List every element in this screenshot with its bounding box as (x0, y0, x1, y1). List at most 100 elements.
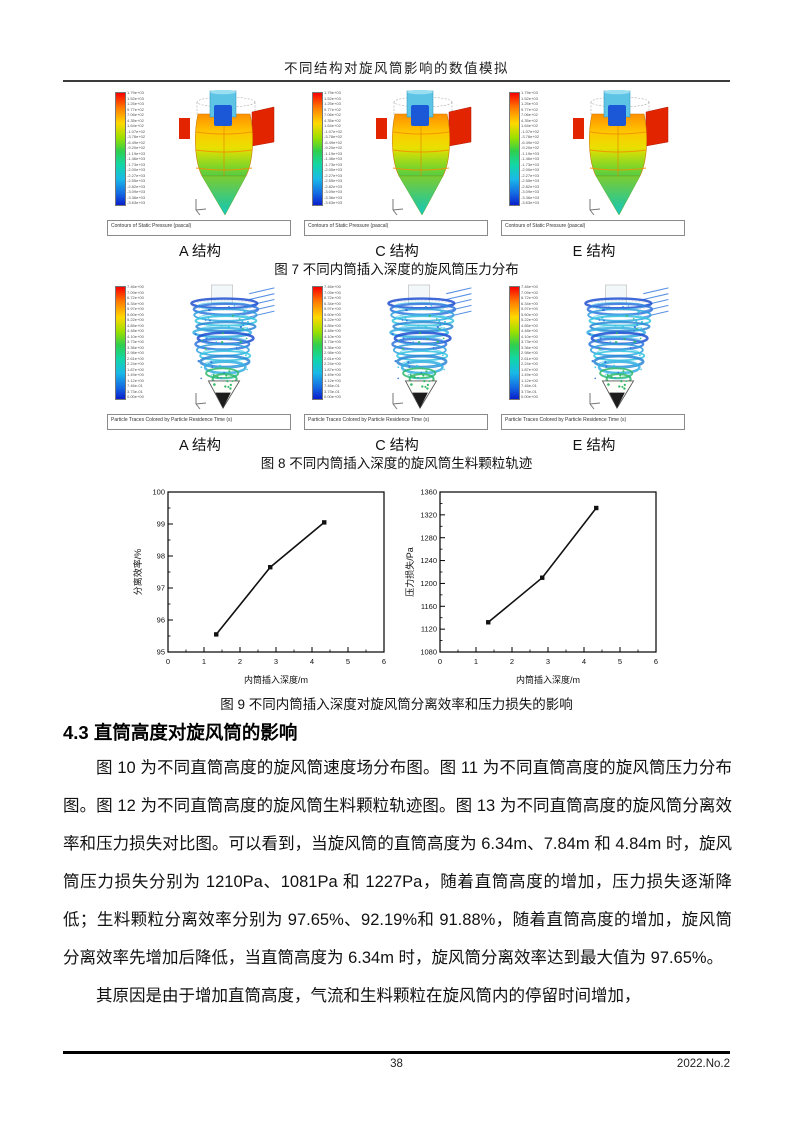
svg-text:4: 4 (310, 657, 314, 666)
colorbar-tick-label: 7.06e+02 (324, 112, 341, 117)
colorbar-tick-label: 2.24e+00 (127, 361, 144, 366)
colorbar-tick-label: -3.36e+03 (324, 194, 343, 200)
paragraph-1: 图 10 为不同直筒高度的旋风筒速度场分布图。图 11 为不同直筒高度的旋风筒压… (63, 759, 732, 967)
colorbar-tick-label: 7.46e-01 (521, 383, 537, 388)
colorbar-tick-label: 4.48e+00 (521, 328, 538, 333)
svg-text:5: 5 (618, 657, 622, 666)
colorbar-tick-label: 4.35e+02 (324, 117, 341, 123)
svg-text:5: 5 (346, 657, 350, 666)
svg-text:100: 100 (152, 488, 165, 497)
colorbar-tick-label: -3.63e+03 (324, 200, 343, 205)
section-heading-4-3: 4.3 直筒高度对旋风筒的影响 (63, 722, 298, 743)
colorbar-tick-label: -1.19e+03 (324, 150, 343, 156)
svg-text:98: 98 (157, 552, 165, 561)
colorbar-tick-label: -2.00e+03 (521, 167, 540, 172)
colorbar-tick-label: 1.79e+03 (324, 90, 341, 95)
cfd-caption-box: Particle Traces Colored by Particle Resi… (304, 414, 488, 430)
colorbar-tick-label: 4.10e+00 (521, 333, 538, 339)
structure-label: C 结构 (375, 244, 419, 260)
colorbar-tick-label: 4.85e+00 (521, 322, 538, 328)
colorbar-tick-label: 1.64e+02 (521, 123, 538, 128)
colorbar-tick-label: 0.00e+00 (521, 394, 538, 399)
structure-label: E 结构 (572, 244, 616, 260)
svg-text:3: 3 (274, 657, 278, 666)
colorbar-tick-label: -1.19e+03 (127, 150, 146, 156)
svg-text:97: 97 (157, 584, 165, 593)
colorbar-tick-label: 3.73e-01 (521, 388, 537, 394)
colorbar-tick-label: 2.98e+00 (521, 350, 538, 355)
colorbar-tick-label: -3.78e+02 (324, 134, 343, 139)
figure7-panel-row: 1.79e+03 1.52e+03 1.25e+03 9.77e+02 7.06e+02… (105, 90, 691, 238)
colorbar-tick-label: 3.73e-01 (324, 388, 340, 394)
colorbar-tick-label: 2.24e+00 (324, 361, 341, 366)
figure9-charts-row: 0 1 2 3 4 5 6 95 96 97 98 99 100 内筒插入深度/m 分离效率/% 0 1 2 3 4… (131, 483, 665, 689)
colorbar-tick-label: -2.00e+03 (127, 167, 146, 172)
colorbar-tick-label: 3.73e+00 (521, 339, 538, 344)
colorbar-tick-label: 9.77e+02 (521, 106, 538, 112)
colorbar-tick-label: 4.48e+00 (127, 328, 144, 333)
colorbar-tick-label: -1.46e+03 (324, 156, 343, 161)
colorbar-tick-label: 1.87e+00 (324, 366, 341, 372)
svg-text:95: 95 (157, 648, 165, 657)
colorbar-tick-label: 5.97e+00 (521, 306, 538, 311)
colorbar-gradient (115, 92, 126, 206)
colorbar-tick-label: 7.46e-01 (127, 383, 143, 388)
colorbar-tick-label: -9.20e+02 (521, 145, 540, 150)
pressure-loss-chart: 0 1 2 3 4 5 6 1080 1120 1160 1200 1240 1280 1320 1360 内… (403, 483, 665, 689)
colorbar-tick-label: -3.78e+02 (127, 134, 146, 139)
colorbar-tick-label: -3.36e+03 (127, 194, 146, 200)
colorbar-tick-label: -9.20e+02 (324, 145, 343, 150)
colorbar-tick-label: 4.85e+00 (324, 322, 341, 328)
colorbar-tick-label: -1.19e+03 (521, 150, 540, 156)
figure8-caption: 图 8 不同内筒插入深度的旋风筒生料颗粒轨迹 (260, 456, 533, 471)
colorbar-tick-label: 1.49e+00 (127, 372, 144, 377)
colorbar-tick-label: 6.72e+00 (324, 295, 341, 300)
colorbar-tick-label: 9.77e+02 (127, 106, 144, 112)
svg-text:1200: 1200 (420, 579, 437, 588)
colorbar-tick-label: 5.97e+00 (324, 306, 341, 311)
svg-text:4: 4 (582, 657, 586, 666)
axis-triad-icon (589, 199, 601, 216)
colorbar-tick-label: -2.82e+03 (521, 183, 540, 189)
colorbar-tick-label: 1.64e+02 (127, 123, 144, 128)
colorbar-tick-label: 7.09e+00 (127, 289, 144, 295)
colorbar-tick-label: -3.63e+03 (521, 200, 540, 205)
colorbar-tick-labels: 7.46e+00 7.09e+00 6.72e+00 6.34e+00 5.97e+00… (521, 285, 538, 399)
figure7-panel-a: 1.79e+03 1.52e+03 1.25e+03 9.77e+02 7.06e+02… (105, 90, 295, 238)
colorbar-tick-label: -1.73e+03 (324, 161, 343, 167)
colorbar-gradient (509, 286, 520, 400)
colorbar-tick-label: -3.63e+03 (127, 200, 146, 205)
colorbar-tick-label: -3.09e+03 (324, 189, 343, 194)
colorbar-tick-label: 7.06e+02 (521, 112, 538, 117)
colorbar-tick-label: -6.49e+02 (324, 139, 343, 145)
colorbar-tick-label: 1.25e+03 (324, 101, 341, 106)
separation-efficiency-chart: 0 1 2 3 4 5 6 95 96 97 98 99 100 内筒插入深度/m 分离效率/% (131, 483, 393, 689)
colorbar-tick-label: 4.85e+00 (127, 322, 144, 328)
colorbar-tick-label: 1.49e+00 (324, 372, 341, 377)
colorbar-tick-labels: 1.79e+03 1.52e+03 1.25e+03 9.77e+02 7.06e+02… (521, 91, 539, 205)
colorbar-tick-label: 1.52e+03 (521, 95, 538, 101)
svg-text:1120: 1120 (421, 625, 437, 634)
colorbar-tick-label: 1.64e+02 (324, 123, 341, 128)
colorbar-tick-label: 6.34e+00 (521, 300, 538, 306)
svg-text:压力损失/Pa: 压力损失/Pa (404, 547, 415, 597)
colorbar-tick-label: 0.00e+00 (324, 394, 341, 399)
colorbar-tick-label: 3.36e+00 (127, 344, 144, 350)
svg-text:0: 0 (166, 657, 170, 666)
colorbar-tick-label: -3.36e+03 (521, 194, 540, 200)
colorbar-tick-label: -2.00e+03 (324, 167, 343, 172)
colorbar-tick-label: 1.87e+00 (521, 366, 538, 372)
figure7-caption: 图 7 不同内筒插入深度的旋风筒压力分布 (274, 262, 519, 277)
colorbar-tick-label: 2.24e+00 (521, 361, 538, 366)
colorbar-tick-label: 1.25e+03 (127, 101, 144, 106)
colorbar-tick-label: -2.82e+03 (127, 183, 146, 189)
svg-text:2: 2 (510, 657, 514, 666)
colorbar-tick-label: 5.22e+00 (324, 317, 341, 322)
body-text: 图 10 为不同直筒高度的旋风筒速度场分布图。图 11 为不同直筒高度的旋风筒压… (63, 749, 732, 1015)
colorbar-tick-label: 0.00e+00 (127, 394, 144, 399)
colorbar-tick-label: -2.55e+03 (521, 178, 540, 183)
colorbar-gradient (312, 92, 323, 206)
svg-text:分离效率/%: 分离效率/% (132, 549, 143, 596)
colorbar-tick-label: 4.10e+00 (324, 333, 341, 339)
colorbar-tick-label: -2.27e+03 (521, 172, 540, 178)
